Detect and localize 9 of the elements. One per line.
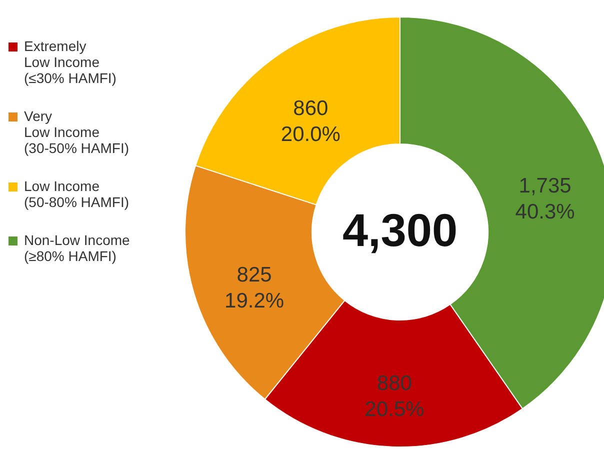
data-label: 825 19.2% bbox=[224, 263, 284, 312]
data-label: 1,735 40.3% bbox=[515, 174, 575, 224]
data-label: 880 20.5% bbox=[364, 372, 424, 421]
legend-label: Low Income (50-80% HAMFI) bbox=[24, 178, 130, 210]
legend-label: Extremely Low Income (≤30% HAMFI) bbox=[24, 38, 116, 86]
legend-label: Very Low Income (30-50% HAMFI) bbox=[24, 108, 130, 156]
data-label: 860 20.0% bbox=[280, 97, 340, 146]
legend-label: Non-Low Income (≥80% HAMFI) bbox=[24, 232, 130, 264]
text: 4,300 bbox=[342, 204, 458, 256]
